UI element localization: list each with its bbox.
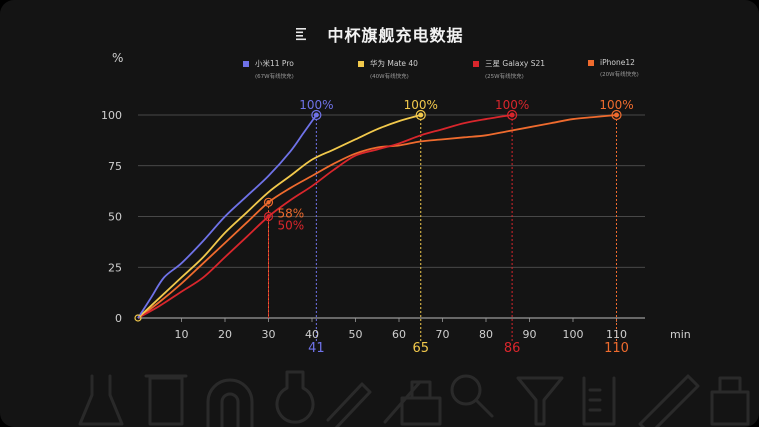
series-line (137, 114, 318, 319)
x-tick-label: 100 (563, 328, 584, 341)
legend-item-samsung: 三星 Galaxy S21 (25W有线快充) (473, 58, 588, 80)
marker-ring (263, 197, 274, 207)
bottle-icon (400, 380, 442, 426)
y-tick-label: 100 (101, 109, 122, 122)
x-tick-label: 40 (305, 328, 319, 341)
x-axis-label: min (670, 328, 691, 341)
menu-list-icon (296, 28, 307, 41)
x-tick-label: 80 (479, 328, 493, 341)
origin-point (134, 314, 142, 322)
x-tick-label: 50 (349, 328, 363, 341)
full-charge-point (313, 112, 319, 118)
x-tick-label: 110 (606, 328, 627, 341)
legend-note: (40W有线快充) (370, 74, 409, 80)
x-tick-label: 70 (436, 328, 450, 341)
test-tube-icon (326, 382, 372, 427)
marker-label: 50% (278, 219, 305, 233)
full-charge-label: 100% (404, 98, 438, 112)
legend-label: 小米11 Pro (255, 59, 294, 68)
x-tick-label: 30 (262, 328, 276, 341)
magnet-icon (206, 378, 254, 427)
marker-label: 58% (278, 206, 305, 220)
ruler-icon (638, 374, 700, 427)
y-axis-label: % (112, 51, 123, 65)
legend-item-iphone: iPhone12 (20W有线快充) (588, 58, 703, 80)
legend-swatch (358, 60, 364, 67)
y-tick-label: 50 (108, 211, 122, 224)
y-tick-label: 0 (115, 312, 122, 325)
legend-swatch (473, 60, 479, 67)
full-charge-ring (506, 109, 518, 121)
funnel-icon (516, 376, 564, 426)
full-charge-time-label: 110 (604, 341, 629, 356)
full-charge-time-label: 41 (308, 341, 325, 356)
legend-note: (20W有线快充) (600, 72, 639, 78)
header: 中杯旗舰充电数据 (0, 22, 759, 46)
legend: 小米11 Pro (67W有线快充) 华为 Mate 40 (40W有线快充) … (243, 58, 703, 80)
full-charge-ring (611, 109, 622, 121)
y-tick-label: 75 (108, 160, 122, 173)
jar-icon (144, 374, 188, 426)
flask-icon (275, 370, 315, 424)
y-tick-label: 25 (108, 261, 122, 274)
x-tick-label: 60 (392, 328, 406, 341)
legend-swatch (243, 60, 249, 67)
marker-point (266, 214, 271, 219)
full-charge-ring (311, 109, 322, 121)
legend-swatch (588, 59, 594, 66)
legend-label: iPhone12 (600, 58, 635, 67)
x-tick-label: 90 (523, 328, 537, 341)
marker-point (266, 200, 271, 205)
full-charge-label: 100% (299, 98, 333, 112)
legend-item-huawei: 华为 Mate 40 (40W有线快充) (358, 58, 473, 80)
series-line (137, 114, 513, 319)
full-charge-label: 100% (599, 98, 633, 112)
legend-label: 华为 Mate 40 (370, 59, 418, 68)
legend-note: (67W有线快充) (255, 74, 294, 80)
marker-ring (263, 211, 274, 222)
series-line (137, 114, 617, 319)
beaker-icon (78, 374, 124, 426)
chart-title: 中杯旗舰充电数据 (327, 26, 464, 45)
full-charge-label: 100% (495, 98, 529, 112)
full-charge-point (509, 112, 515, 118)
full-charge-time-label: 65 (412, 341, 429, 356)
x-tick-label: 10 (175, 328, 189, 341)
x-tick-label: 20 (218, 328, 232, 341)
stirring-rod-icon (383, 380, 422, 424)
legend-label: 三星 Galaxy S21 (485, 59, 546, 68)
magnifier-icon (450, 374, 494, 418)
full-charge-point (614, 112, 619, 118)
graduated-cylinder-icon (582, 376, 616, 426)
series-line (137, 114, 421, 319)
legend-note: (25W有线快充) (485, 74, 524, 80)
full-charge-time-label: 86 (504, 341, 521, 356)
full-charge-ring (415, 109, 426, 121)
legend-item-xiaomi: 小米11 Pro (67W有线快充) (243, 58, 358, 80)
reagent-bottle-icon (710, 376, 750, 426)
full-charge-point (418, 112, 424, 118)
